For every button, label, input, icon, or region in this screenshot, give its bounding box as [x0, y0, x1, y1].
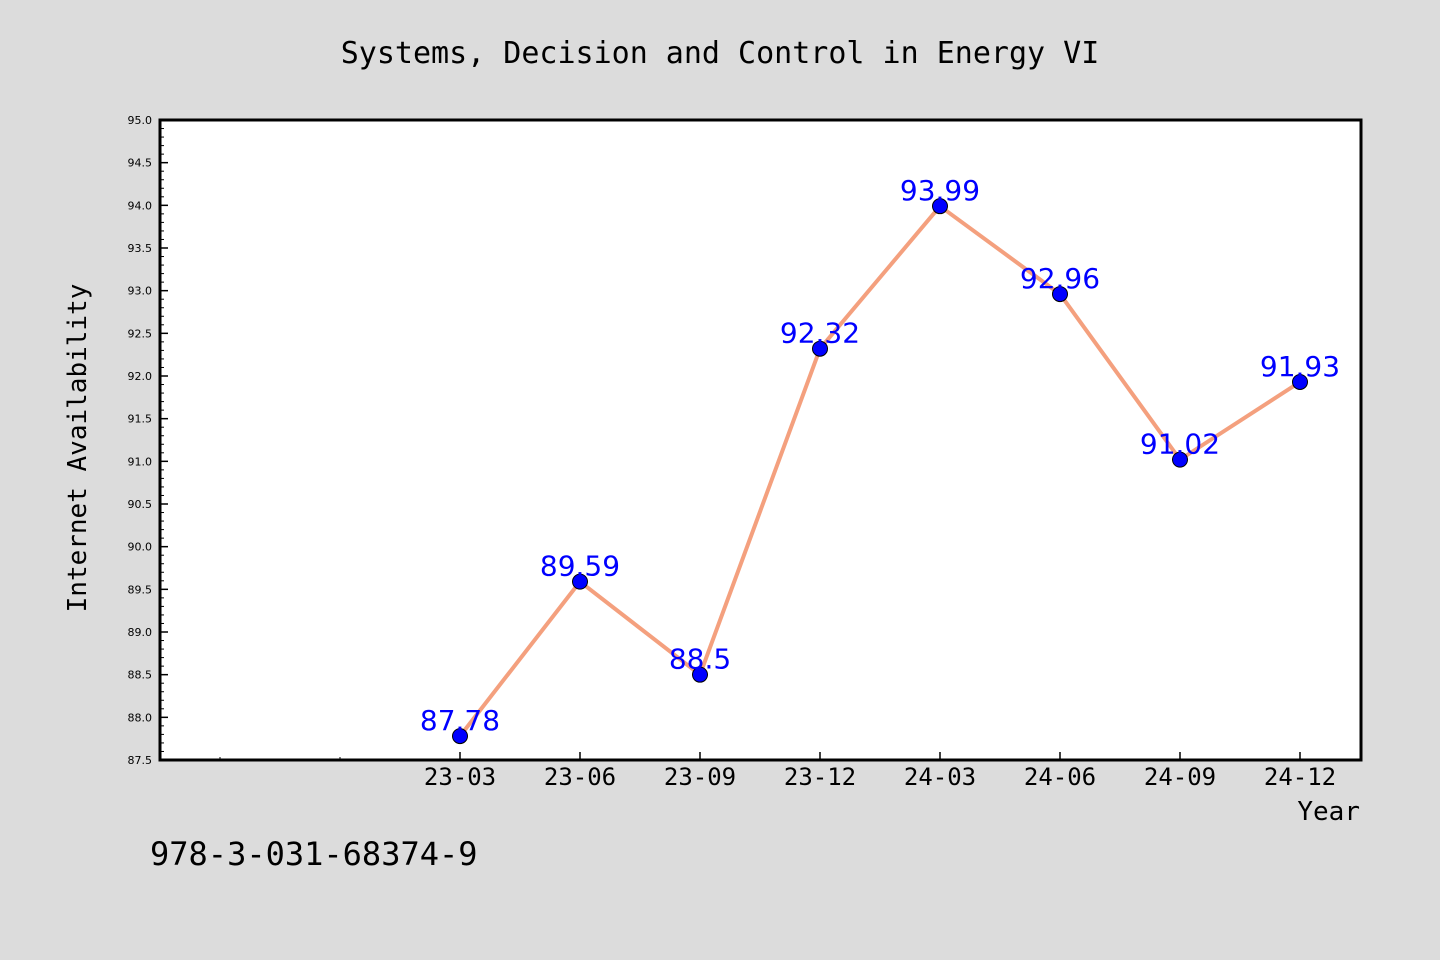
y-tick-label: 88.5: [128, 669, 153, 682]
data-point: [1292, 373, 1308, 390]
series-line: [458, 204, 1302, 738]
data-label: 91.93: [1260, 350, 1340, 383]
y-tick-label: 90.0: [128, 541, 153, 554]
y-tick-label: 94.0: [128, 199, 153, 212]
data-label: 92.32: [780, 317, 860, 350]
y-tick-label: 88.0: [128, 711, 153, 724]
y-axis-label: Internet Availability: [63, 284, 93, 613]
data-label: 91.02: [1140, 428, 1220, 461]
isbn-text: 978-3-031-68374-9: [150, 835, 478, 873]
x-tick-label: 23-06: [544, 763, 616, 791]
data-point: [692, 666, 708, 683]
x-tick-label: 23-09: [664, 763, 736, 791]
y-tick-label: 93.5: [128, 242, 153, 255]
chart-title: Systems, Decision and Control in Energy …: [341, 36, 1100, 71]
x-tick-label: 24-12: [1264, 763, 1336, 791]
data-point: [452, 728, 468, 745]
data-point: [932, 198, 948, 215]
y-axis: 87.5 88.0 88.5 89.0 89.5 90.0 90.5 91.0 91.5 92.0…: [128, 114, 168, 767]
x-tick-label: 23-12: [784, 763, 856, 791]
data-point: [1172, 451, 1188, 468]
y-tick-label: 89.0: [128, 626, 153, 639]
x-axis-label: Year: [1297, 797, 1360, 827]
data-label: 92.96: [1020, 262, 1100, 295]
x-tick-label: 23-03: [424, 763, 496, 791]
data-point: [572, 573, 588, 590]
x-tick-label: 24-03: [904, 763, 976, 791]
y-tick-label: 90.5: [128, 498, 153, 511]
y-tick-label: 94.5: [128, 157, 153, 170]
y-tick-label: 95.0: [128, 114, 153, 127]
y-tick-label: 91.5: [128, 413, 153, 426]
data-label: 87.78: [420, 704, 500, 737]
data-point: [1052, 286, 1068, 303]
data-label: 88.5: [669, 643, 731, 676]
series-layer: 87.78 89.59 88.5 92.32 93.99 92.96 91.02 91.93: [420, 174, 1340, 745]
x-tick-label: 24-09: [1144, 763, 1216, 791]
y-tick-label: 92.5: [128, 327, 153, 340]
y-tick-label: 93.0: [128, 285, 153, 298]
y-tick-label: 92.0: [128, 370, 153, 383]
data-label: 93.99: [900, 174, 980, 207]
data-point: [812, 340, 828, 357]
y-tick-label: 91.0: [128, 455, 153, 468]
x-axis: 23-03 23-06 23-09 23-12 24-03 24-06 24-09 24-12: [219, 752, 1336, 791]
y-tick-label: 87.5: [128, 754, 153, 767]
plot-area: [158, 118, 1363, 762]
data-label: 89.59: [540, 550, 620, 583]
x-tick-label: 24-06: [1024, 763, 1096, 791]
y-tick-label: 89.5: [128, 583, 153, 596]
